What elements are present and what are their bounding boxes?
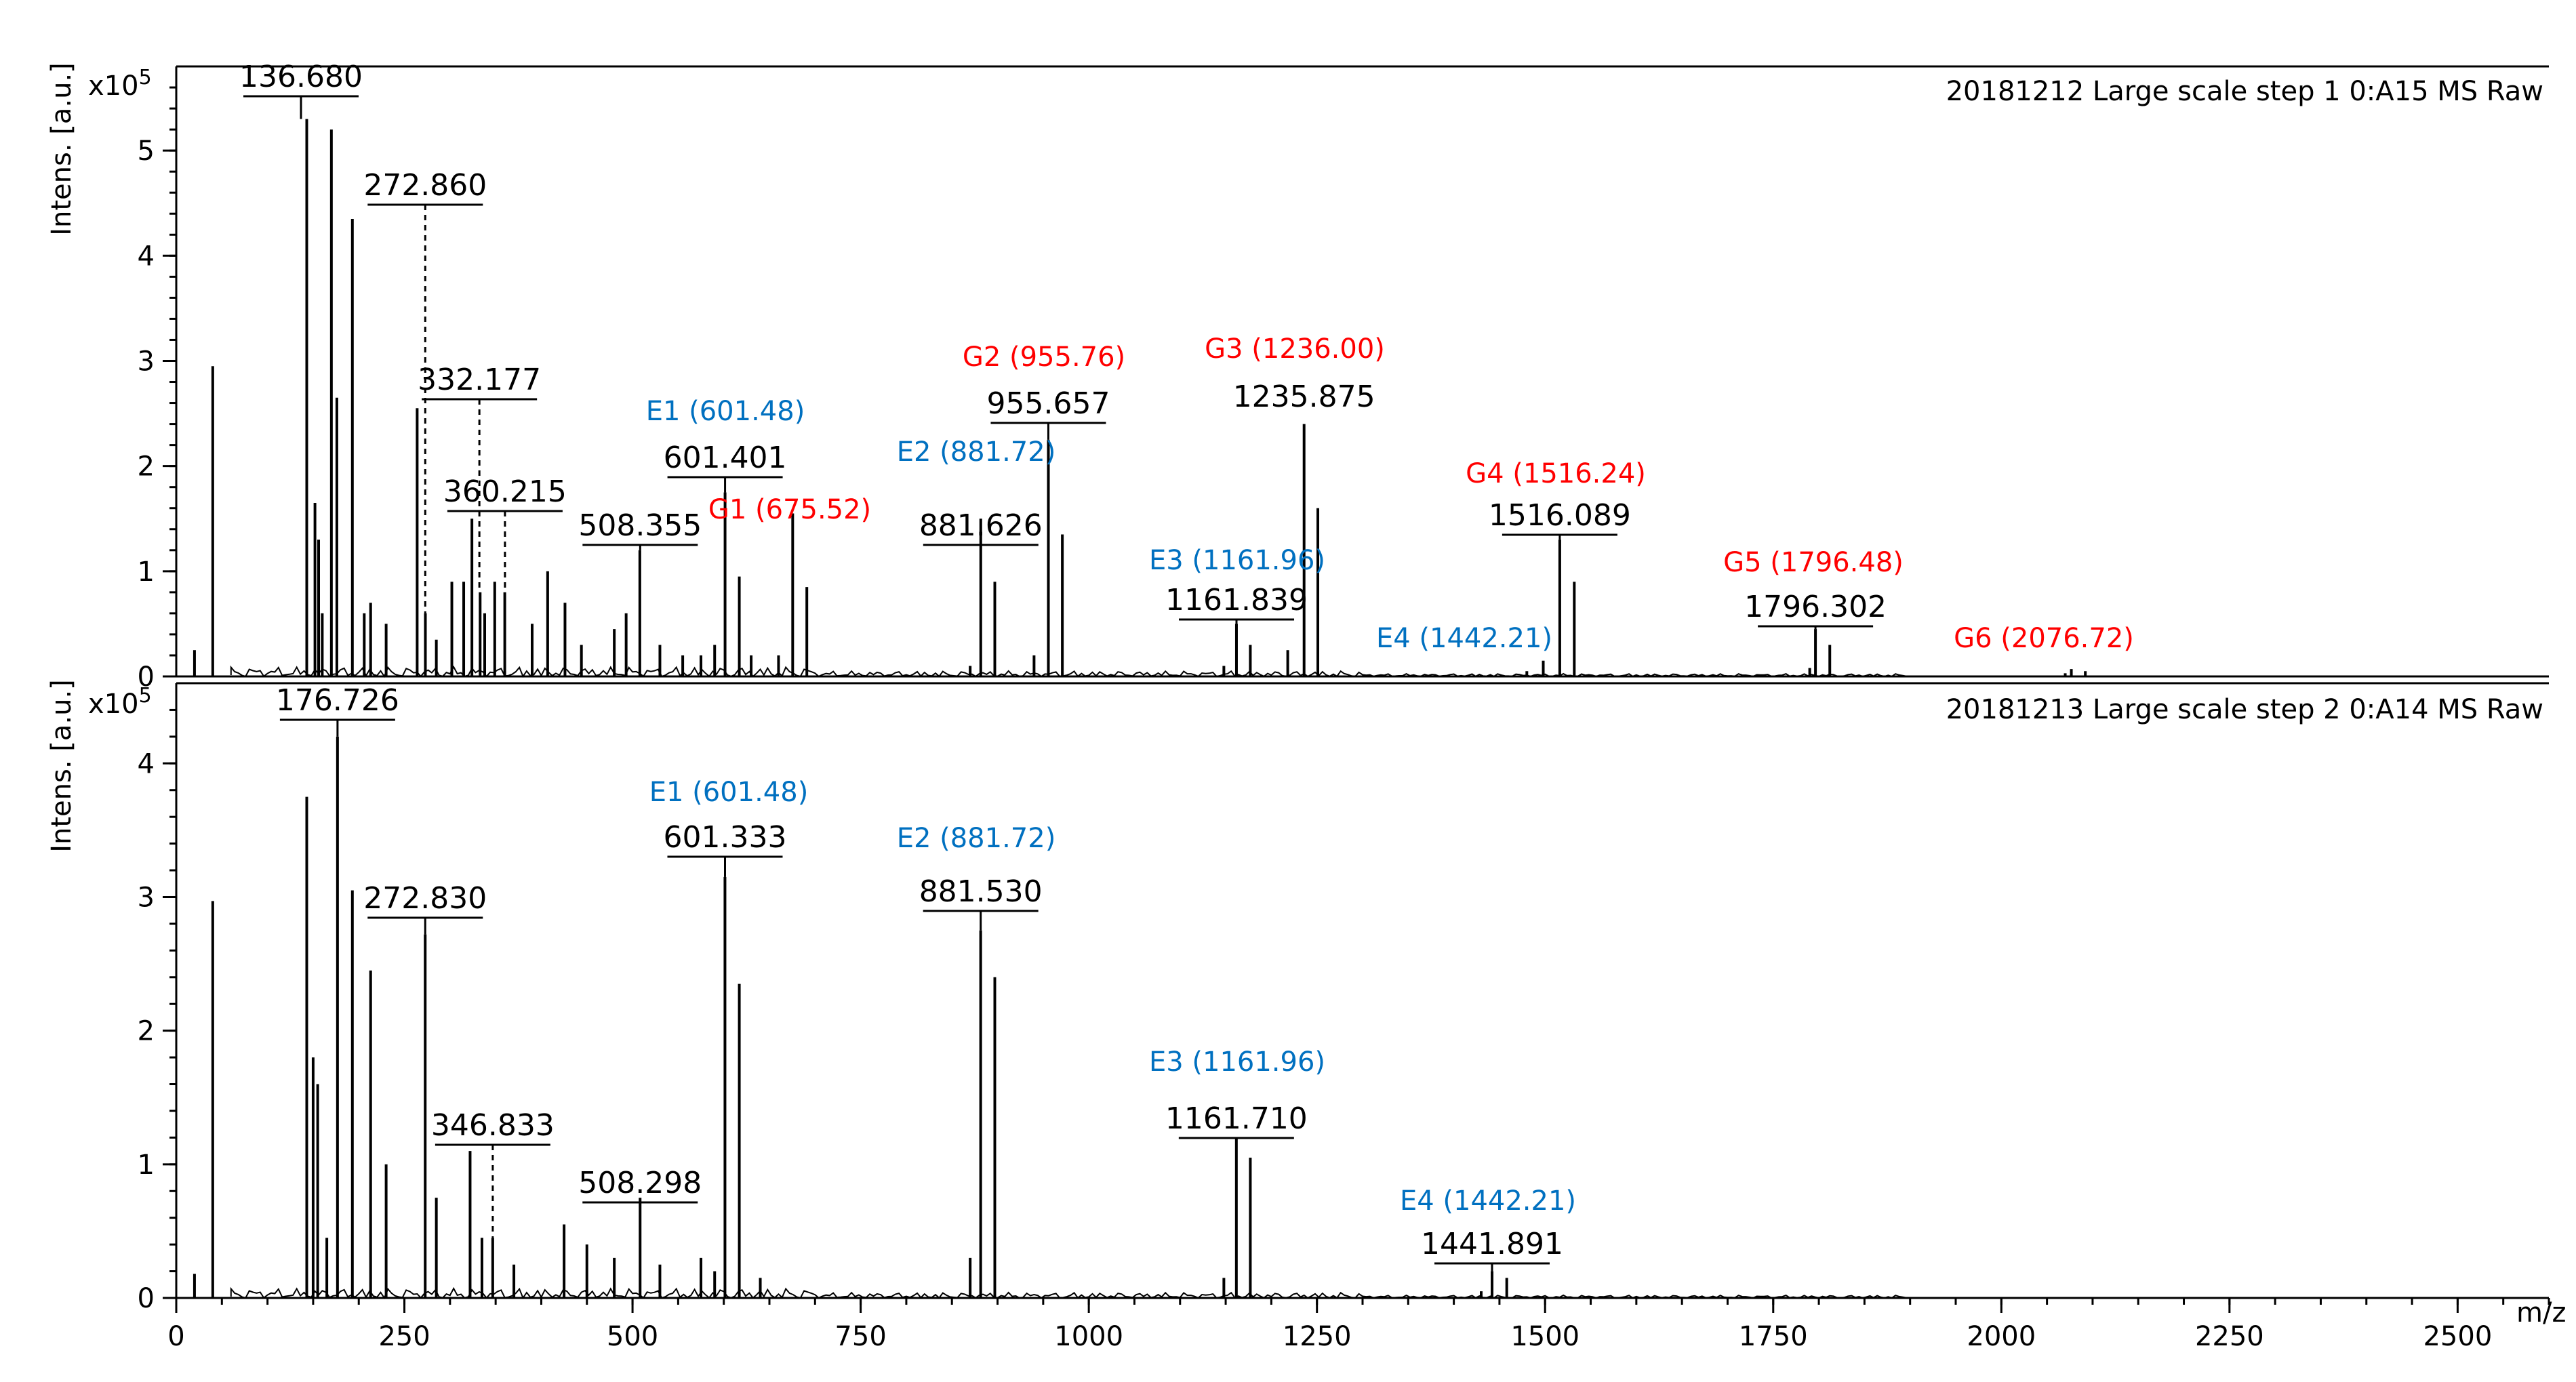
x-tick-label: 0 bbox=[167, 1321, 184, 1352]
spectrum-panel-bottom: 20181213 Large scale step 2 0:A14 MS Raw… bbox=[46, 679, 2566, 1352]
panel-bottom-marks: 0 1 2 3 4 0 250 500 750 1000 1250 1500 1750 2000 2250 2… bbox=[138, 682, 2550, 1352]
peak-label: 955.657 bbox=[986, 386, 1110, 421]
series-annotation-G: G5 (1796.48) bbox=[1723, 547, 1904, 578]
x-tick-label: 2250 bbox=[2195, 1321, 2264, 1352]
peak-label: 881.626 bbox=[919, 508, 1043, 543]
y-tick-label: 4 bbox=[138, 241, 155, 272]
series-annotation-E: E4 (1442.21) bbox=[1400, 1185, 1576, 1217]
peak-label: 332.177 bbox=[418, 363, 541, 397]
series-annotation-G: G4 (1516.24) bbox=[1466, 458, 1646, 489]
peak-label: 601.333 bbox=[664, 820, 787, 855]
series-annotation-E: E3 (1161.96) bbox=[1149, 1046, 1325, 1078]
series-annotation-E: E1 (601.48) bbox=[646, 396, 805, 427]
series-annotation-G: G6 (2076.72) bbox=[1954, 623, 2134, 654]
y-tick-label: 3 bbox=[138, 346, 155, 377]
peak-label: 881.530 bbox=[919, 874, 1043, 909]
x-tick-label: 1750 bbox=[1739, 1321, 1808, 1352]
x-tick-label: 1000 bbox=[1054, 1321, 1123, 1352]
y-tick-label: 4 bbox=[138, 748, 155, 779]
y-tick-label: 3 bbox=[138, 882, 155, 913]
series-annotation-E: E2 (881.72) bbox=[897, 436, 1056, 468]
peak-label: 508.298 bbox=[578, 1166, 702, 1200]
x-tick-label: 250 bbox=[378, 1321, 430, 1352]
x-tick-label: 2000 bbox=[1967, 1321, 2036, 1352]
panel-top-y-exponent-base: x10 bbox=[88, 70, 139, 102]
peak-label: 1796.302 bbox=[1744, 590, 1887, 624]
peak-label: 1235.875 bbox=[1233, 380, 1375, 414]
x-tick-label: 1250 bbox=[1283, 1321, 1352, 1352]
y-tick-label: 1 bbox=[138, 556, 155, 588]
y-tick-label: 5 bbox=[138, 136, 155, 167]
peak-label: 1161.710 bbox=[1165, 1101, 1308, 1136]
panel-top-y-exponent: x105 bbox=[88, 66, 152, 102]
spectrum-panel-top: 20181212 Large scale step 1 0:A15 MS Raw… bbox=[46, 60, 2549, 693]
panel-bottom-y-exponent-base: x10 bbox=[88, 689, 139, 720]
peak-label: 601.401 bbox=[664, 441, 787, 475]
panel-top-y-axis-title: Intens. [a.u.] bbox=[46, 62, 77, 236]
baseline-noise bbox=[230, 665, 1910, 678]
x-tick-label: 500 bbox=[607, 1321, 658, 1352]
baseline-noise bbox=[230, 1286, 1910, 1300]
panel-bottom-y-exponent-power: 5 bbox=[139, 684, 152, 708]
series-annotation-E: E4 (1442.21) bbox=[1376, 623, 1552, 654]
panel-top-y-exponent-power: 5 bbox=[139, 66, 152, 89]
series-annotation-G: G1 (675.52) bbox=[708, 494, 871, 525]
peak-label: 1516.089 bbox=[1489, 498, 1631, 533]
peak-label: 1441.891 bbox=[1421, 1227, 1563, 1261]
series-annotation-G: G3 (1236.00) bbox=[1205, 333, 1385, 365]
peak-label: 346.833 bbox=[431, 1108, 555, 1143]
panel-bottom-y-exponent: x105 bbox=[88, 684, 152, 720]
y-tick-label: 2 bbox=[138, 1016, 155, 1047]
x-axis-title: m/z bbox=[2516, 1297, 2566, 1328]
peak-label: 136.680 bbox=[239, 60, 363, 94]
series-annotation-E: E1 (601.48) bbox=[649, 777, 809, 808]
x-tick-label: 750 bbox=[834, 1321, 886, 1352]
peak-label: 272.830 bbox=[363, 881, 487, 916]
series-annotation-G: G2 (955.76) bbox=[963, 342, 1125, 373]
y-tick-label: 0 bbox=[138, 662, 155, 693]
peak-label: 176.726 bbox=[276, 683, 399, 718]
panel-bottom-title: 20181213 Large scale step 2 0:A14 MS Raw bbox=[1946, 694, 2543, 725]
series-annotation-E: E3 (1161.96) bbox=[1149, 545, 1325, 576]
y-tick-label: 2 bbox=[138, 451, 155, 483]
peak-label: 1161.839 bbox=[1165, 583, 1308, 617]
peak-label: 508.355 bbox=[578, 508, 702, 543]
y-tick-label: 1 bbox=[138, 1150, 155, 1181]
peak-label: 272.860 bbox=[363, 168, 487, 203]
panel-bottom-y-axis-title: Intens. [a.u.] bbox=[46, 679, 77, 853]
x-tick-label: 1500 bbox=[1510, 1321, 1579, 1352]
y-tick-label: 0 bbox=[138, 1283, 155, 1314]
peak-label: 360.215 bbox=[443, 474, 567, 509]
panel-top-marks: 0 1 2 3 4 5 136.680 272.860 332.177 360.215 508.35… bbox=[138, 60, 2549, 693]
series-annotation-E: E2 (881.72) bbox=[897, 823, 1056, 854]
x-tick-label: 2500 bbox=[2423, 1321, 2492, 1352]
panel-top-title: 20181212 Large scale step 1 0:A15 MS Raw bbox=[1946, 76, 2543, 107]
